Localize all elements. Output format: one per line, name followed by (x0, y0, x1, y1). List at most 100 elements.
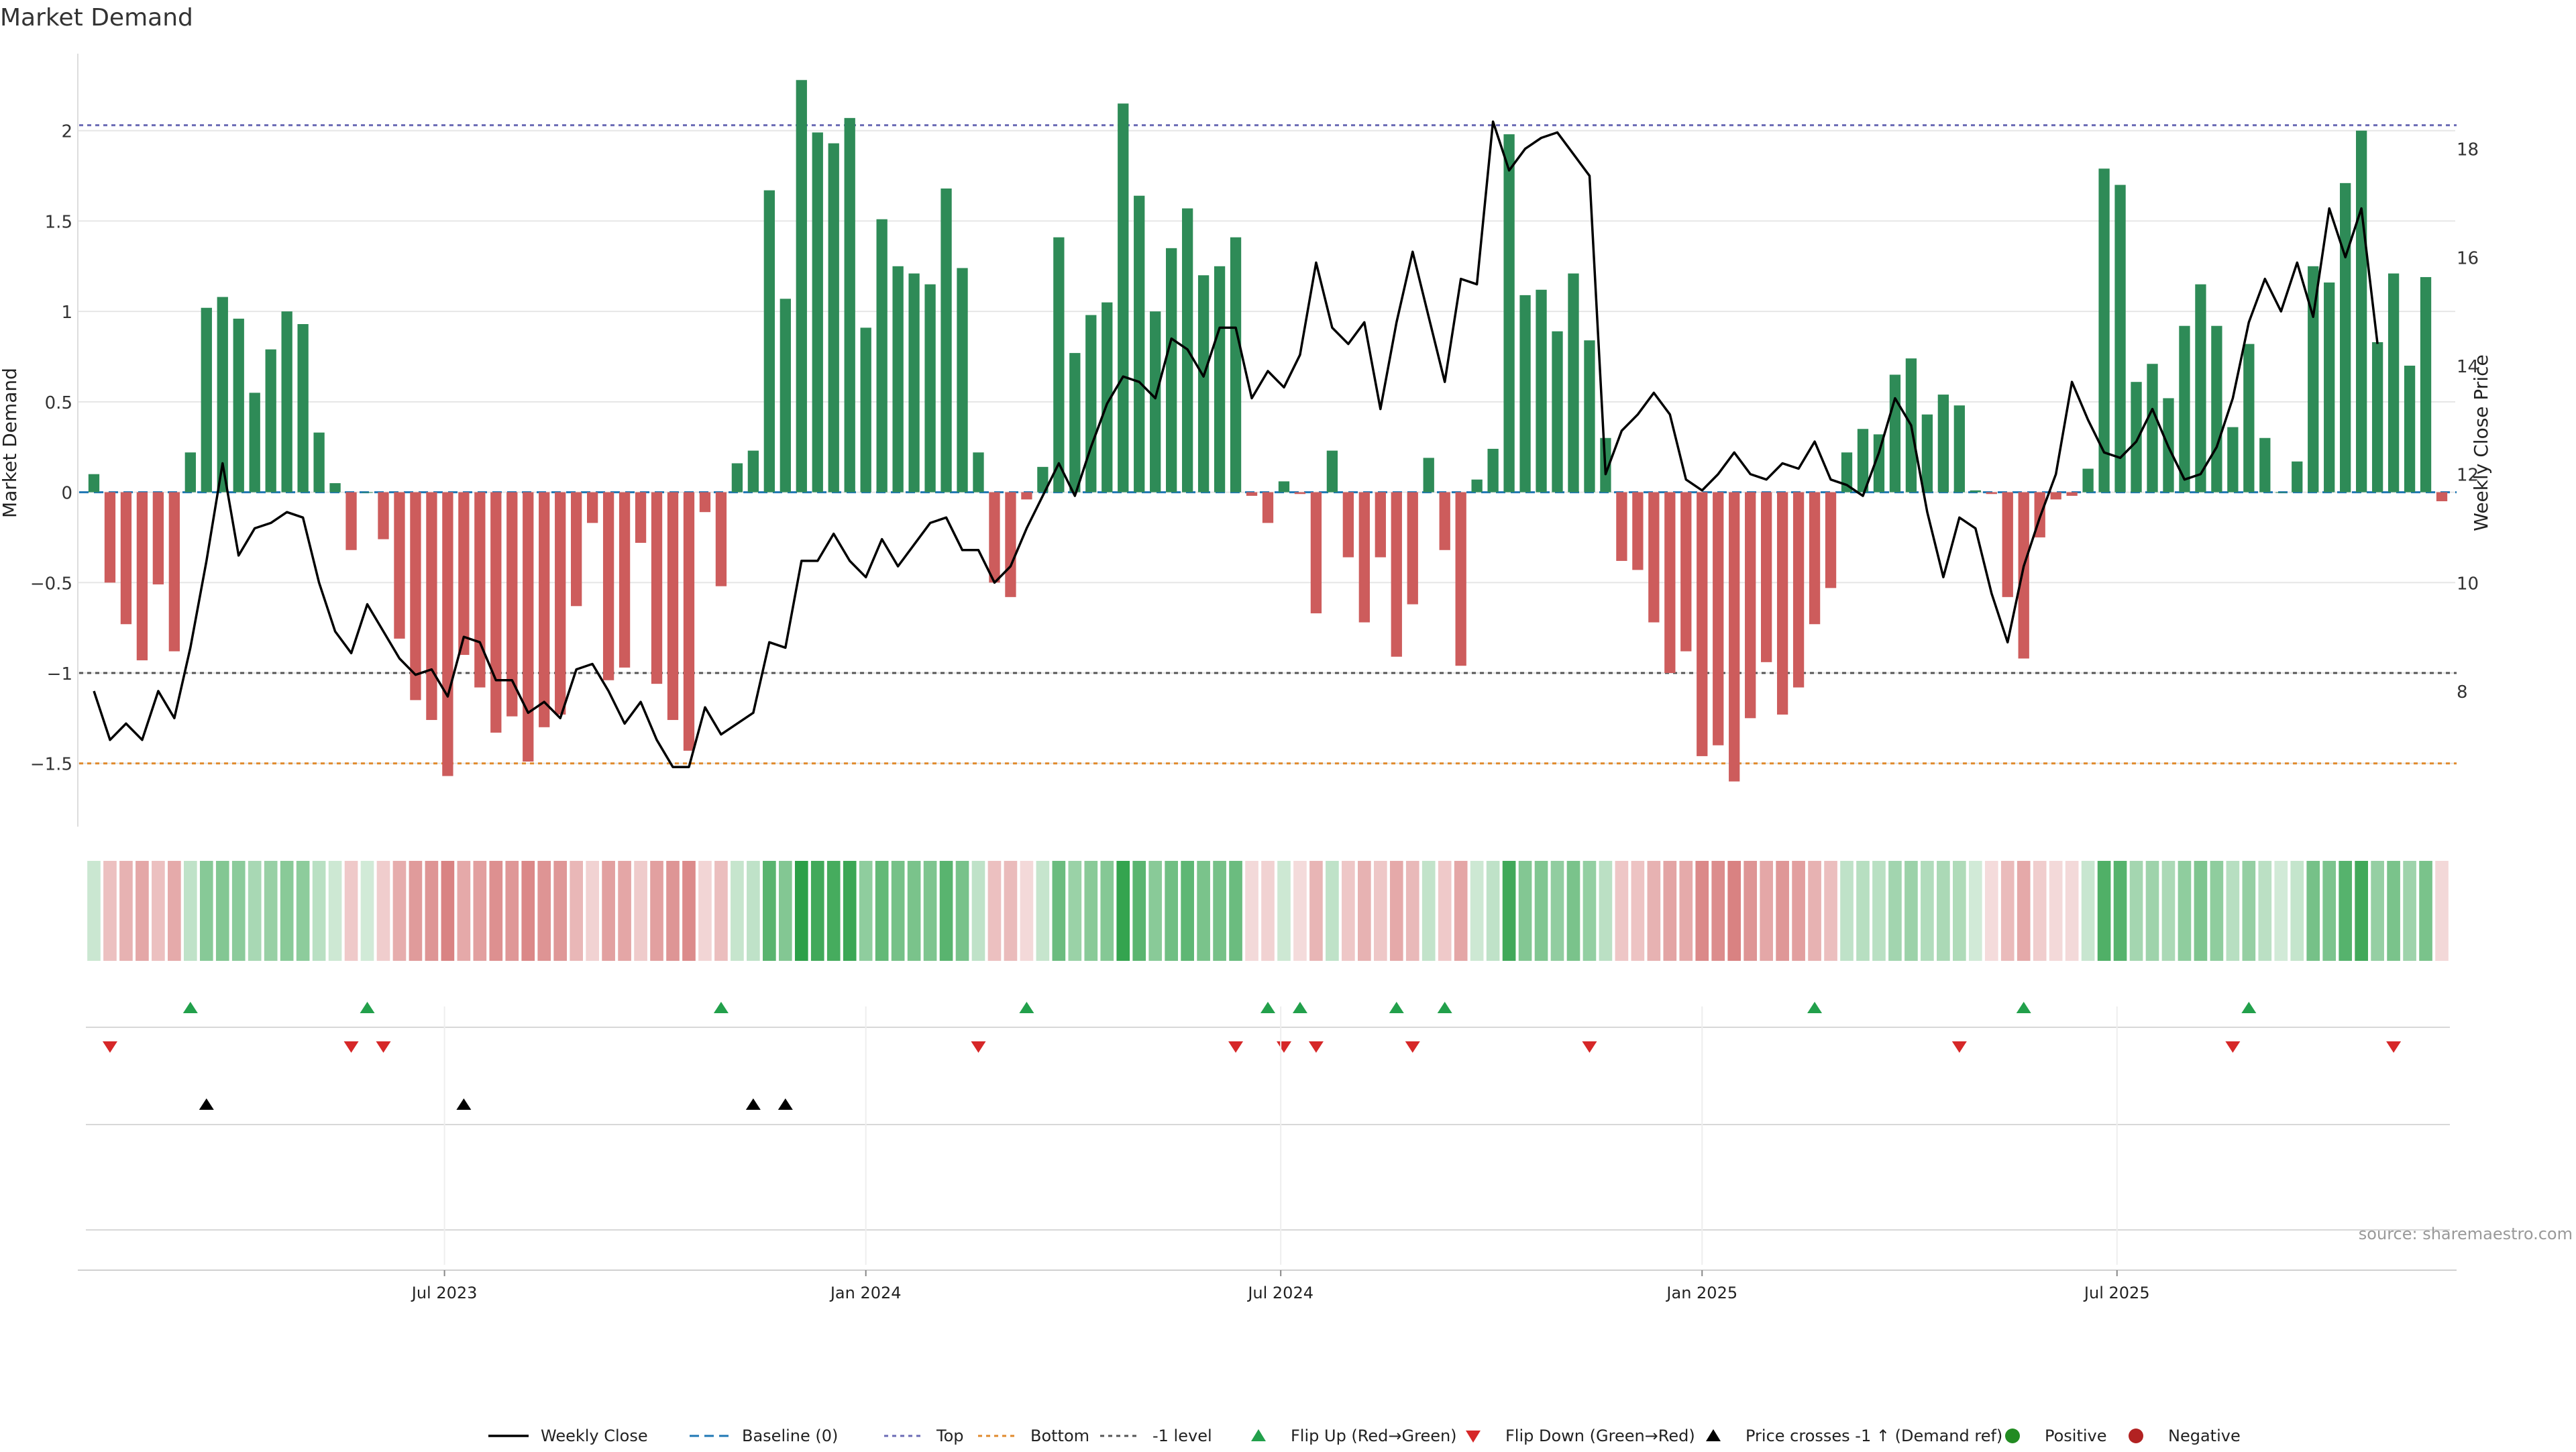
heat-cell (763, 861, 776, 961)
demand-bar (136, 492, 148, 661)
demand-bar (2050, 492, 2061, 500)
y2-tick-label: 12 (2457, 466, 2479, 486)
legend: Weekly Close Baseline (0) Top Bottom -1 leve… (488, 1427, 2241, 1445)
flip-down-marker (1582, 1041, 1597, 1053)
heat-cell (537, 861, 551, 961)
heat-cell (1824, 861, 1837, 961)
demand-bar (2018, 492, 2029, 659)
y-tick-label: 2 (61, 122, 72, 142)
heat-cell (1342, 861, 1355, 961)
y2-tick-label: 18 (2457, 140, 2479, 160)
demand-bar (539, 492, 550, 727)
demand-bar (796, 80, 807, 492)
heat-cell (891, 861, 905, 961)
flip-down-marker (343, 1041, 359, 1053)
heat-cell (1309, 861, 1323, 961)
demand-bar (1873, 434, 1885, 492)
cross-markers (86, 1098, 2450, 1231)
demand-bar (1986, 492, 1997, 495)
heat-cell (602, 861, 615, 961)
heat-cell (2113, 861, 2127, 961)
heat-cell (1165, 861, 1178, 961)
demand-bar (313, 432, 325, 492)
demand-bar (1375, 492, 1386, 558)
flip-down-marker (1405, 1041, 1420, 1053)
demand-bar (1407, 492, 1418, 605)
heat-cell (1438, 861, 1452, 961)
heat-cell (1132, 861, 1146, 961)
demand-bar (2082, 468, 2094, 492)
heat-cell (425, 861, 439, 961)
heat-cell (2322, 861, 2337, 961)
demand-bar (233, 318, 244, 492)
demand-bar (2195, 284, 2206, 492)
flip-down-marker (376, 1041, 391, 1053)
demand-bar (1792, 492, 1805, 688)
y2-axis-label: Weekly Close Price (2470, 354, 2492, 531)
heat-cell (312, 861, 326, 961)
y2-tick-label: 16 (2457, 248, 2479, 268)
heat-cell (2339, 861, 2353, 961)
demand-bar (1937, 395, 1949, 492)
heat-cell (248, 861, 262, 961)
demand-bar (1921, 414, 1933, 492)
x-tick-label: Jan 2024 (829, 1284, 902, 1302)
heat-cell (2097, 861, 2111, 961)
heat-cell (1711, 861, 1725, 961)
demand-bar (394, 492, 405, 639)
heat-cell (714, 861, 728, 961)
demand-bar (265, 349, 276, 492)
flip-markers (86, 1002, 2450, 1053)
demand-bar (1037, 466, 1049, 492)
demand-bar (184, 452, 196, 492)
heat-cell (183, 861, 197, 961)
demand-bar (1552, 331, 1563, 492)
heat-cell (1582, 861, 1597, 961)
legend-item-top: Top (884, 1427, 964, 1445)
heat-cell (360, 861, 374, 961)
x-tick-label: Jul 2024 (1246, 1284, 1313, 1302)
heat-cell (2017, 861, 2031, 961)
demand-bar (1005, 492, 1016, 597)
heat-cell (1052, 861, 1066, 961)
y-tick-label: 1.5 (45, 212, 72, 232)
heat-cell (2435, 861, 2449, 961)
heat-cell (666, 861, 680, 961)
heat-cell (1373, 861, 1387, 961)
demand-bar (555, 492, 566, 715)
legend-swatch (1706, 1429, 1721, 1441)
heat-cell (650, 861, 663, 961)
heat-cell (2210, 861, 2224, 961)
demand-bar (763, 190, 775, 492)
demand-bar (1197, 275, 1210, 492)
heat-cell (1148, 861, 1163, 961)
flip-down-marker (1951, 1041, 1967, 1053)
heat-cell (747, 861, 760, 961)
heat-cell (152, 861, 165, 961)
demand-bar (1616, 492, 1627, 561)
demand-bar (667, 492, 679, 721)
demand-bar (2420, 276, 2432, 492)
heat-cell (1727, 861, 1741, 961)
demand-bar (1294, 492, 1306, 495)
demand-bar (1841, 452, 1853, 492)
heat-cell (1856, 861, 1870, 961)
heat-cell (1358, 861, 1371, 961)
demand-bar (217, 297, 228, 492)
heat-cell (1502, 861, 1516, 961)
x-axis: Jul 2023 Jan 2024 Jul 2024 Jan 2025 Jul 2025 (78, 1006, 2457, 1302)
heat-cell (1904, 861, 1918, 961)
heat-cell (2226, 861, 2240, 961)
demand-bar (362, 492, 373, 493)
y-tick-label: 0 (61, 484, 72, 504)
legend-swatch (1251, 1429, 1266, 1441)
flip-up-marker (182, 1002, 198, 1013)
demand-bar (88, 474, 100, 492)
demand-bar (345, 492, 357, 550)
heat-cell (1937, 861, 1950, 961)
heat-cell (1100, 861, 1114, 961)
heat-cell (826, 861, 841, 961)
demand-bar (1246, 492, 1258, 496)
heat-cell (1293, 861, 1307, 961)
x-tick-label: Jan 2025 (1665, 1284, 1737, 1302)
